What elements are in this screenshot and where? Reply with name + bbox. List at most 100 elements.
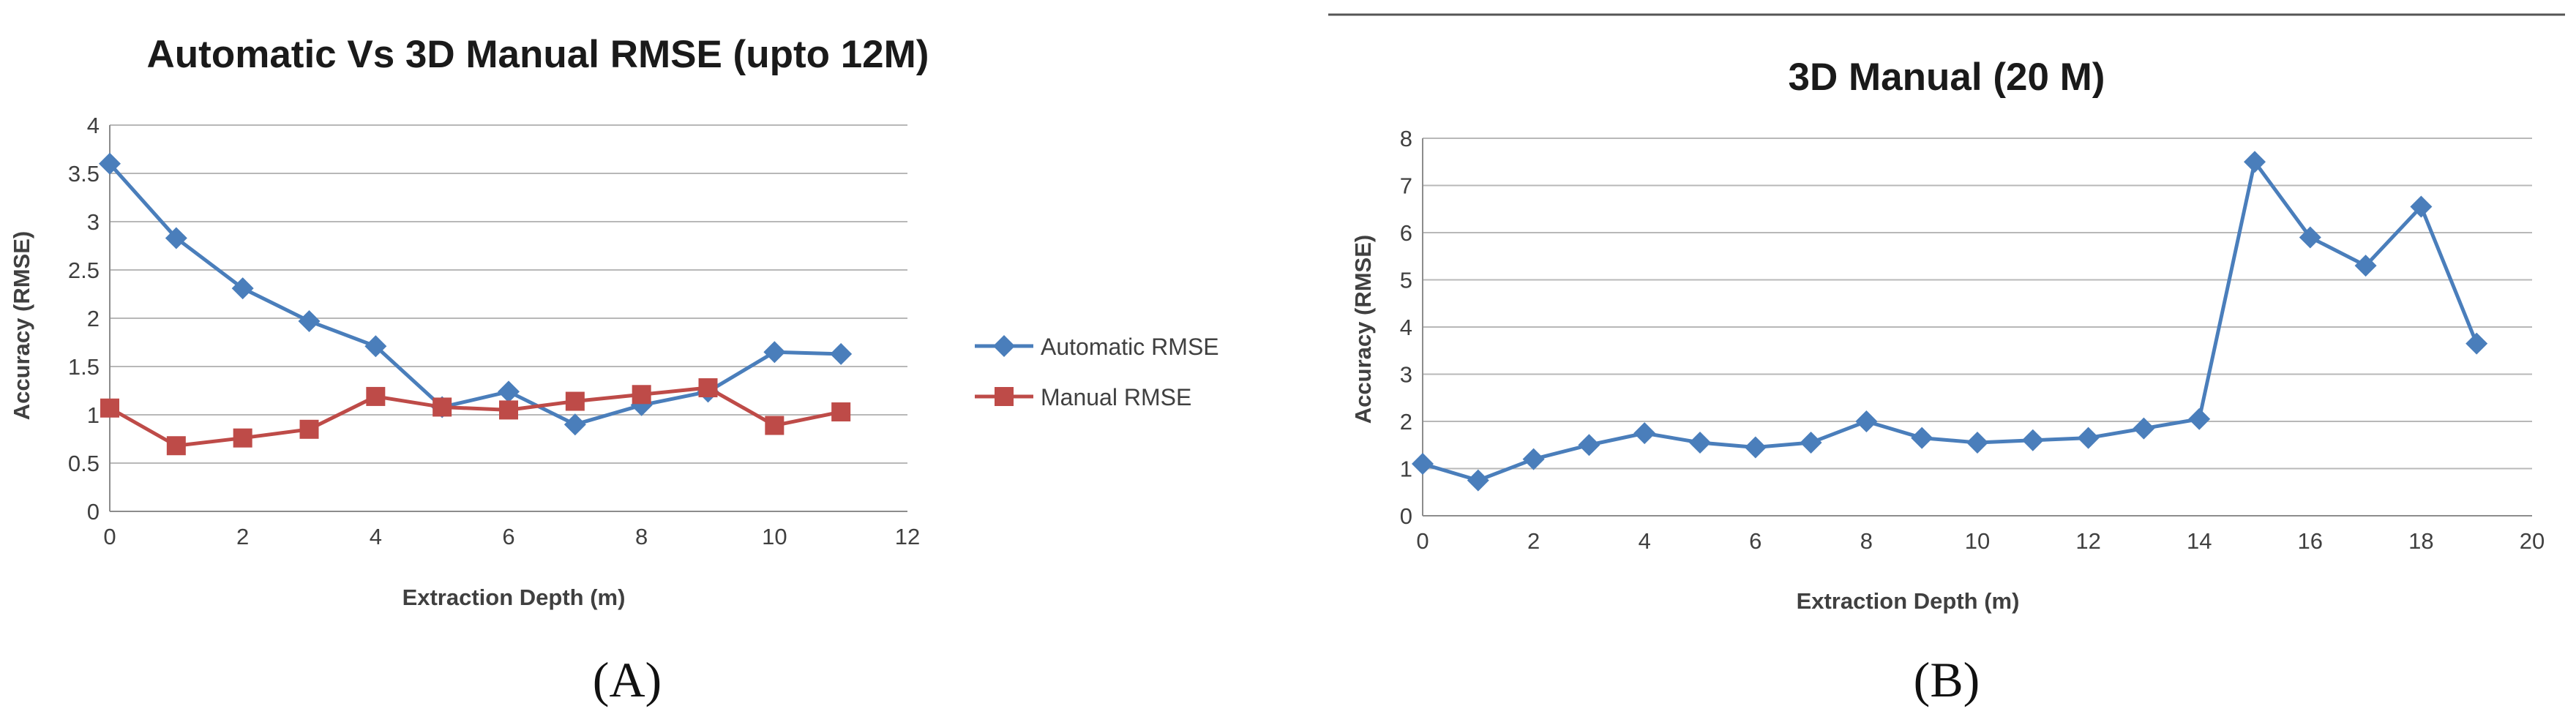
data-point-marker: [831, 402, 851, 422]
y-tick-label: 5: [1400, 267, 1412, 293]
y-tick-label: 8: [1400, 126, 1412, 151]
data-point-marker: [765, 416, 785, 435]
data-point-marker: [2354, 255, 2377, 277]
x-tick-label: 4: [1639, 528, 1651, 554]
data-point-marker: [165, 227, 187, 249]
y-tick-label: 1.5: [68, 354, 100, 380]
data-point-marker: [2077, 427, 2100, 449]
chart-b-series: [1412, 151, 2488, 492]
chart-a-y-tick-labels: 0 0.5 1 1.5 2 2.5 3 3.5 4: [68, 113, 100, 525]
data-point-marker: [763, 341, 786, 364]
data-point-marker: [564, 413, 586, 436]
x-tick-label: 0: [103, 524, 116, 549]
y-tick-label: 2: [87, 306, 100, 331]
chart-a-axes: [109, 125, 907, 512]
data-point-marker: [1412, 453, 1434, 476]
data-point-marker: [1911, 427, 1933, 449]
data-point-marker: [698, 378, 718, 398]
data-point-marker: [233, 428, 252, 448]
x-tick-label: 2: [236, 524, 249, 549]
y-tick-label: 3.5: [68, 161, 100, 187]
data-point-marker: [830, 342, 853, 365]
y-tick-label: 0.5: [68, 451, 100, 476]
y-tick-label: 1: [1400, 456, 1412, 481]
panel-b-caption: (B): [1914, 652, 1980, 707]
data-point-marker: [2244, 151, 2266, 173]
data-point-marker: [2133, 417, 2155, 440]
y-tick-label: 6: [1400, 220, 1412, 246]
data-point-marker: [299, 419, 319, 439]
data-point-marker: [2410, 195, 2433, 218]
data-point-marker: [99, 152, 121, 175]
legend-swatch-marker: [993, 335, 1015, 357]
y-tick-label: 0: [1400, 503, 1412, 529]
series-line-1: [108, 162, 842, 427]
chart-b-axes: [1422, 138, 2532, 516]
chart-a-x-axis-label: Extraction Depth (m): [402, 585, 626, 610]
data-point-marker: [2465, 332, 2488, 355]
series-line-2: [108, 386, 842, 448]
data-point-marker: [100, 398, 119, 418]
y-tick-label: 0: [87, 499, 100, 525]
data-point-marker: [231, 277, 254, 300]
data-point-marker: [1966, 432, 1988, 454]
data-point-marker: [632, 385, 651, 405]
chart-a-title: Automatic Vs 3D Manual RMSE (upto 12M): [147, 33, 929, 76]
data-point-marker: [433, 397, 452, 417]
chart-b-title: 3D Manual (20 M): [1789, 56, 2105, 99]
legend-swatch-marker: [995, 387, 1014, 406]
chart-b-x-axis-label: Extraction Depth (m): [1797, 588, 2020, 614]
data-point-marker: [1800, 432, 1822, 454]
data-point-marker: [1689, 432, 1711, 454]
legend-entry-label: Automatic RMSE: [1041, 334, 1219, 360]
x-tick-label: 16: [2298, 528, 2323, 554]
chart-a-series: [99, 152, 853, 456]
data-point-marker: [565, 391, 585, 411]
data-point-marker: [298, 309, 321, 332]
data-point-marker: [1633, 422, 1656, 445]
y-tick-label: 1: [87, 402, 100, 428]
x-tick-label: 18: [2408, 528, 2433, 554]
chart-b-x-tick-labels: 0 2 4 6 8 10 12 14 16 18 20: [1416, 528, 2545, 554]
x-tick-label: 20: [2520, 528, 2545, 554]
x-tick-label: 10: [762, 524, 787, 549]
x-tick-label: 0: [1416, 528, 1429, 554]
data-point-marker: [2021, 429, 2044, 451]
x-tick-label: 12: [895, 524, 920, 549]
x-tick-label: 2: [1527, 528, 1540, 554]
chart-panel-a: Automatic Vs 3D Manual RMSE (upto 12M) 0…: [9, 33, 1219, 707]
chart-a-gridlines: [110, 124, 907, 464]
panel-a-caption: (A): [593, 652, 662, 707]
x-tick-label: 14: [2187, 528, 2212, 554]
chart-b-y-axis-label: Accuracy (RMSE): [1350, 235, 1376, 424]
data-point-marker: [498, 380, 520, 403]
data-point-marker: [366, 386, 386, 406]
y-tick-label: 4: [1400, 315, 1412, 340]
series-line-1: [1422, 159, 2479, 483]
data-point-marker: [1578, 434, 1600, 457]
y-tick-label: 2: [1400, 409, 1412, 435]
chart-a-x-tick-labels: 0 2 4 6 8 10 12: [103, 524, 920, 549]
data-point-marker: [2188, 407, 2211, 430]
x-tick-label: 4: [370, 524, 382, 549]
x-tick-label: 12: [2075, 528, 2100, 554]
x-tick-label: 10: [1965, 528, 1990, 554]
data-point-marker: [2299, 226, 2321, 249]
data-point-marker: [1855, 410, 1878, 432]
legend-entry-label: Manual RMSE: [1041, 384, 1191, 410]
data-point-marker: [1522, 448, 1545, 470]
data-point-marker: [364, 335, 387, 358]
y-tick-label: 3: [87, 209, 100, 235]
chart-b-y-tick-labels: 0 1 2 3 4 5 6 7 8: [1400, 126, 1412, 529]
y-tick-label: 7: [1400, 173, 1412, 198]
x-tick-label: 6: [1749, 528, 1761, 554]
y-tick-label: 3: [1400, 361, 1412, 387]
data-point-marker: [166, 436, 186, 456]
x-tick-label: 8: [1860, 528, 1873, 554]
chart-b-gridlines: [1423, 138, 2532, 470]
x-tick-label: 6: [502, 524, 514, 549]
data-point-marker: [499, 400, 518, 420]
y-tick-label: 2.5: [68, 258, 100, 283]
data-point-marker: [1467, 469, 1489, 492]
